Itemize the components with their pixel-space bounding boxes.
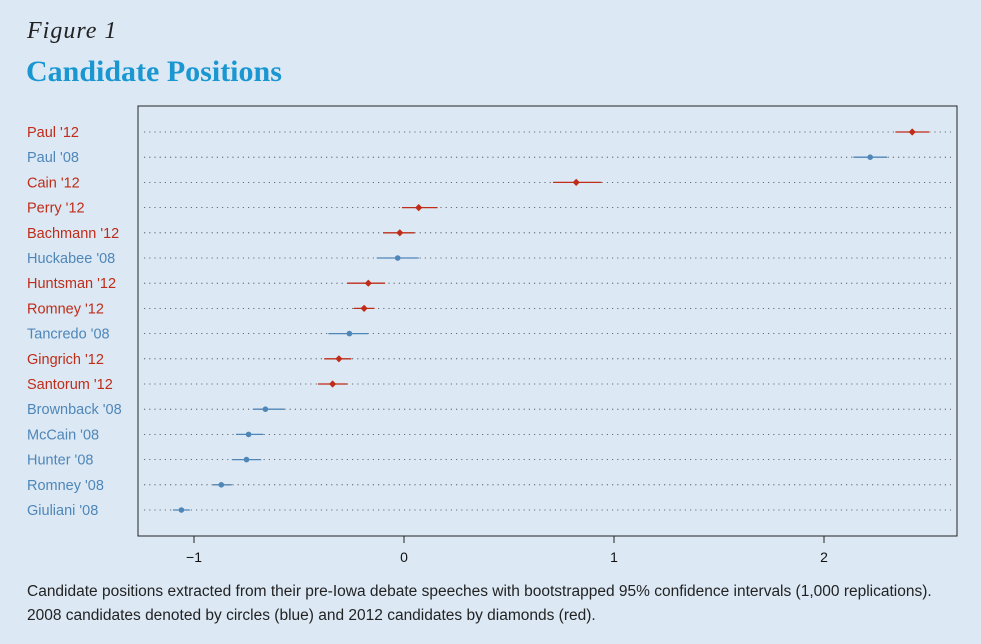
point-circle (243, 456, 250, 463)
x-tick-label: −1 (186, 549, 202, 565)
row-label: Romney '08 (27, 478, 104, 494)
row-label: Perry '12 (27, 201, 85, 217)
x-tick-label: 2 (820, 549, 828, 565)
x-tick-label: 1 (610, 549, 618, 565)
chart-title: Candidate Positions (26, 55, 282, 88)
gridlines (144, 131, 951, 511)
row-label: Santorum '12 (27, 377, 113, 393)
point-circle (245, 431, 252, 438)
row-labels: Paul '12 Paul '08 Cain '12 Perry '12 Bachman… (27, 125, 122, 519)
figure-caption: Candidate positions extracted from their… (27, 583, 932, 624)
row-label: Hunter '08 (27, 453, 93, 469)
figure-label: Figure 1 (27, 18, 118, 44)
point-circle (394, 255, 401, 261)
row-label: Cain '12 (27, 175, 80, 191)
point-diamond (396, 229, 404, 237)
point-diamond (572, 178, 580, 186)
row-label: Huntsman '12 (27, 276, 116, 292)
point-diamond (329, 380, 337, 388)
row-label: McCain '08 (27, 427, 99, 443)
point-diamond (335, 355, 343, 363)
point-diamond (908, 128, 916, 136)
data-marks (173, 128, 929, 513)
point-diamond (360, 304, 368, 312)
dot-plot: −1 0 1 2 Paul '12 Paul '08 Cain '12 Perry '12 B… (27, 105, 958, 565)
row-label: Paul '12 (27, 125, 79, 141)
point-circle (218, 482, 225, 488)
point-circle (867, 154, 873, 160)
row-label: Brownback '08 (27, 402, 122, 418)
row-label: Huckabee '08 (27, 251, 115, 267)
row-label: Giuliani '08 (27, 503, 98, 519)
x-axis: −1 0 1 2 (186, 536, 828, 565)
point-circle (262, 406, 269, 413)
point-diamond (415, 204, 423, 212)
row-label: Gingrich '12 (27, 352, 104, 368)
row-label: Tancredo '08 (27, 327, 110, 343)
point-circle (178, 507, 185, 513)
point-diamond (364, 279, 372, 287)
row-label: Paul '08 (27, 150, 79, 166)
x-tick-label: 0 (400, 549, 408, 565)
point-circle (346, 330, 353, 337)
row-label: Bachmann '12 (27, 226, 119, 242)
plot-frame (137, 105, 958, 537)
row-label: Romney '12 (27, 301, 104, 317)
